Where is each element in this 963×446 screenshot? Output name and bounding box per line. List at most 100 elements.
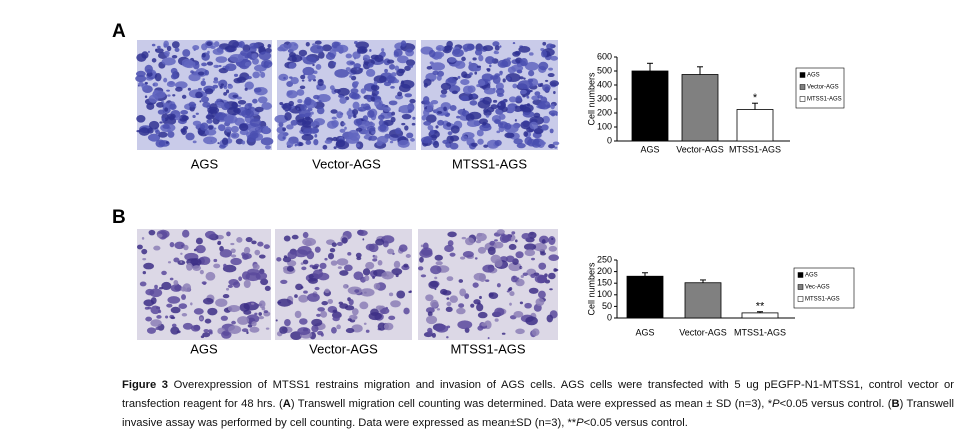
cell — [461, 236, 467, 240]
cell — [316, 313, 322, 317]
cell — [332, 61, 337, 65]
cell — [258, 51, 272, 61]
cell — [482, 264, 495, 273]
cell — [251, 240, 257, 245]
error-bar — [647, 62, 653, 71]
cell — [353, 114, 356, 117]
error-bar — [642, 272, 648, 277]
cell — [233, 73, 239, 77]
cell — [201, 96, 209, 103]
cell — [342, 122, 346, 126]
cell — [548, 245, 558, 252]
cell — [261, 306, 266, 311]
cell — [173, 257, 180, 263]
cell — [430, 100, 439, 105]
cell — [200, 335, 205, 339]
cell — [400, 40, 407, 47]
cell — [260, 278, 269, 286]
cell — [336, 111, 343, 119]
cell — [217, 142, 220, 145]
cell — [257, 241, 264, 247]
cell — [181, 312, 188, 317]
cell — [289, 76, 293, 79]
cell — [373, 80, 378, 86]
cell — [161, 57, 176, 66]
cell — [222, 294, 230, 299]
cell — [365, 261, 375, 270]
cell — [430, 265, 442, 275]
cell — [279, 43, 289, 52]
cell — [390, 116, 396, 123]
cell — [181, 94, 187, 99]
cell — [149, 134, 160, 142]
cell — [404, 65, 411, 71]
cell — [166, 89, 170, 92]
cell — [423, 109, 430, 117]
cell — [237, 99, 247, 105]
cell — [497, 59, 509, 68]
cell — [303, 290, 308, 294]
cell — [482, 45, 494, 52]
cell — [227, 84, 234, 89]
cell — [205, 114, 215, 120]
micrograph — [420, 40, 560, 150]
cell — [236, 237, 243, 243]
cell — [290, 76, 299, 85]
cell — [188, 101, 196, 108]
cell — [492, 99, 498, 103]
cell — [330, 260, 338, 266]
cell — [494, 239, 498, 242]
cell — [364, 105, 372, 111]
cell — [232, 94, 239, 98]
cell — [379, 124, 387, 132]
cell — [483, 87, 496, 95]
cell — [412, 116, 416, 120]
cell — [236, 96, 242, 100]
y-tick-label: 200 — [597, 266, 612, 276]
cell — [144, 64, 153, 74]
cell — [297, 98, 303, 104]
cell — [230, 125, 239, 133]
cell — [246, 331, 249, 335]
cell — [486, 69, 491, 72]
legend-label: MTSS1-AGS — [805, 297, 840, 303]
cell — [204, 318, 212, 324]
cell — [521, 233, 531, 240]
cell — [247, 268, 260, 276]
caption-text: A — [282, 398, 291, 410]
cell — [496, 283, 501, 288]
cell — [156, 315, 162, 319]
cell — [223, 263, 227, 268]
cell — [534, 91, 541, 96]
cell — [143, 262, 154, 270]
cell — [540, 251, 547, 256]
bar — [626, 275, 664, 319]
cell — [163, 102, 170, 107]
cell — [481, 322, 487, 327]
cell — [302, 231, 309, 239]
cell — [136, 244, 143, 250]
cell — [419, 249, 433, 258]
cell — [142, 258, 147, 261]
cell — [260, 71, 266, 78]
cell — [324, 257, 328, 261]
cell — [142, 270, 147, 275]
cell — [396, 290, 406, 299]
cell — [506, 77, 511, 81]
cell — [286, 140, 294, 148]
cell — [203, 328, 209, 333]
cell — [501, 106, 508, 113]
cell — [318, 100, 322, 103]
cell — [181, 294, 187, 300]
cell — [515, 95, 522, 102]
cell — [311, 318, 323, 327]
cell — [393, 260, 401, 269]
cell — [370, 54, 379, 60]
cell — [258, 316, 265, 320]
error-bar — [757, 311, 763, 313]
cell — [146, 327, 156, 334]
legend-swatch — [797, 272, 804, 278]
cell — [182, 283, 192, 292]
cell — [485, 56, 495, 65]
